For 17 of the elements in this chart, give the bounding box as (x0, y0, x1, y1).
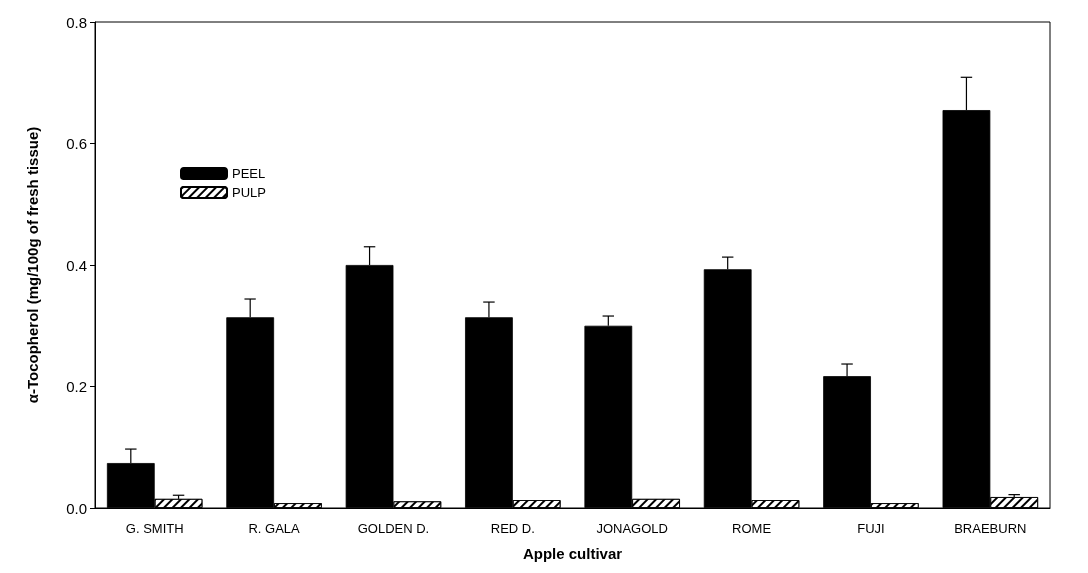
y-tick-label: 0.8 (66, 13, 87, 31)
x-tick-label: ROME (732, 521, 772, 536)
x-tick-label: G. SMITH (125, 521, 184, 536)
legend-label: PULP (232, 185, 266, 200)
y-tick-label: 0.6 (66, 135, 87, 152)
x-tick-label: GOLDEN D. (357, 521, 430, 536)
y-tick-label: 0.4 (66, 256, 87, 274)
x-tick-label: RED D. (490, 521, 535, 536)
y-tick-label: 0.2 (66, 378, 87, 395)
x-tick-label: BRAEBURN (954, 521, 1027, 536)
y-axis-title: α-Tocopherol (mg/100g of fresh tissue) (24, 126, 41, 404)
y-tick-label: 0.0 (66, 499, 87, 517)
x-tick-label: R. GALA (248, 521, 301, 536)
x-tick-label: JONAGOLD (596, 521, 668, 536)
x-axis-title: Apple cultivar (522, 545, 623, 562)
legend-label: PEEL (232, 166, 266, 181)
x-tick-label: FUJI (857, 521, 885, 536)
